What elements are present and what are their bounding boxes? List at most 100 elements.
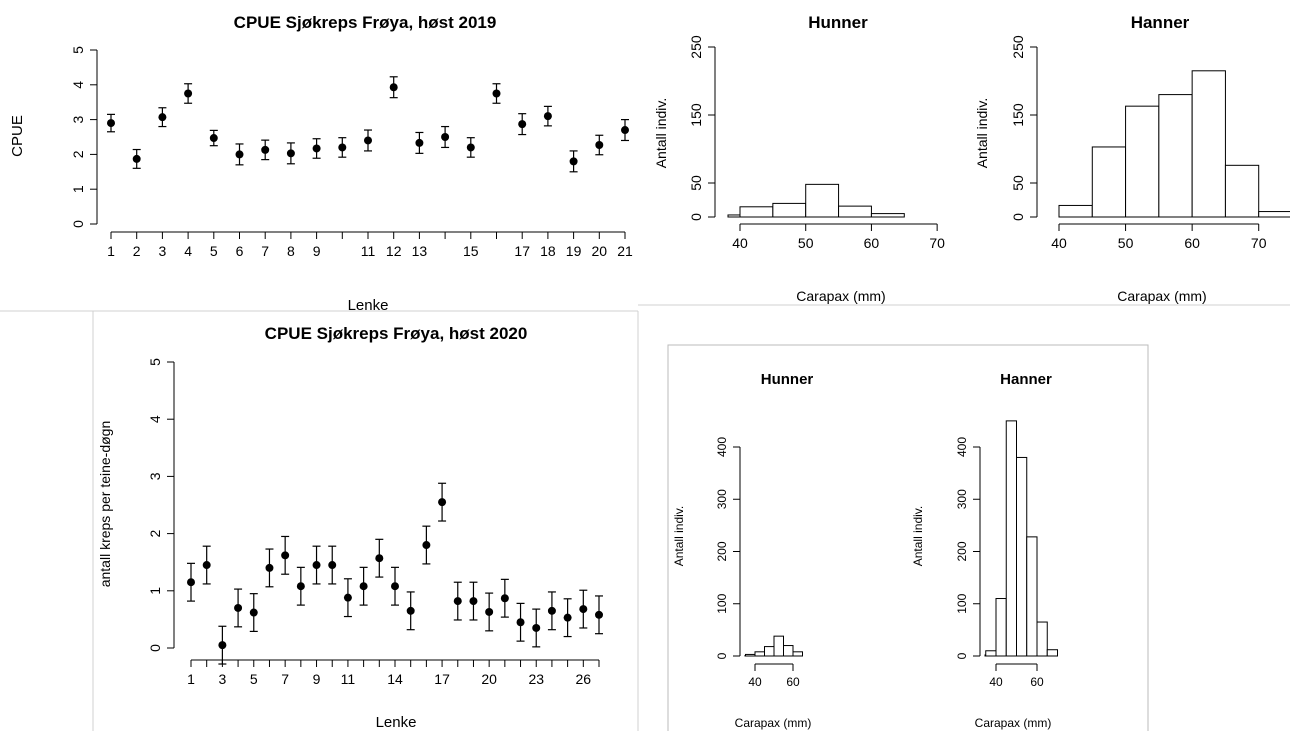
y-tick-label: 100 [955, 593, 969, 613]
histogram-bar [870, 213, 905, 218]
cpue-2020-chart: CPUE Sjøkreps Frøya, høst 2020 antall kr… [97, 324, 603, 731]
x-tick-label: 15 [463, 243, 479, 259]
y-tick-label: 2 [70, 150, 86, 158]
data-point [343, 593, 352, 602]
x-tick-label: 7 [261, 243, 269, 259]
hanner-2020-ylabel: Antall indiv. [911, 506, 925, 566]
x-tick-label: 9 [313, 671, 321, 687]
data-point [296, 582, 305, 591]
histogram-bar [1158, 94, 1193, 218]
histogram-bar [1125, 105, 1160, 218]
histogram-bar [783, 645, 794, 657]
histogram-bar [764, 646, 775, 657]
histogram-bar [1224, 164, 1260, 218]
histogram-bar [772, 202, 807, 218]
x-tick-label: 40 [732, 235, 748, 251]
data-point [235, 150, 244, 159]
data-point [132, 154, 141, 163]
data-point [532, 623, 541, 632]
data-point [391, 582, 399, 591]
x-tick-label: 70 [929, 235, 945, 251]
x-tick-label: 6 [236, 243, 244, 259]
data-point [281, 551, 290, 560]
data-point [202, 561, 211, 570]
hunner-2019-title: Hunner [808, 13, 868, 32]
hanner-2020-title: Hanner [1000, 371, 1052, 388]
y-tick-label: 200 [955, 541, 969, 561]
data-point [453, 597, 462, 606]
data-point [286, 149, 295, 158]
y-tick-label: 2 [147, 529, 163, 537]
x-tick-label: 7 [281, 671, 289, 687]
hunner-2020-xlabel: Carapax (mm) [735, 716, 812, 730]
y-tick-label: 200 [715, 541, 729, 561]
data-point [569, 157, 578, 166]
hunner-2019-xlabel: Carapax (mm) [796, 288, 885, 304]
y-tick-label: 150 [688, 103, 704, 127]
histogram-bar [745, 653, 756, 657]
y-tick-label: 250 [688, 35, 704, 59]
x-tick-label: 60 [864, 235, 880, 251]
hunner-2020-ylabel: Antall indiv. [672, 506, 686, 566]
data-point [441, 133, 450, 141]
x-tick-label: 5 [210, 243, 218, 259]
y-tick-label: 50 [688, 175, 704, 191]
y-tick-label: 3 [70, 115, 86, 123]
data-point [516, 618, 525, 627]
x-tick-label: 60 [1184, 235, 1200, 251]
hanner-2019-ylabel: Antall indiv. [974, 98, 990, 169]
x-tick-label: 20 [592, 243, 608, 259]
x-tick-label: 12 [386, 243, 402, 259]
hanner-2020-xlabel: Carapax (mm) [975, 716, 1052, 730]
y-tick-label: 5 [70, 46, 86, 54]
x-tick-label: 1 [187, 671, 195, 687]
histogram-bar [1046, 649, 1058, 657]
histogram-bar [1016, 456, 1028, 657]
data-point [187, 578, 195, 587]
data-point [375, 554, 384, 563]
data-point [261, 145, 270, 154]
x-tick-label: 26 [576, 671, 592, 687]
histogram-bar [1005, 420, 1017, 657]
histogram-bar [754, 651, 765, 657]
x-tick-label: 70 [1251, 235, 1267, 251]
x-tick-label: 17 [514, 243, 530, 259]
cpue-2019-title: CPUE Sjøkreps Frøya, høst 2019 [234, 13, 497, 32]
x-tick-label: 4 [184, 243, 192, 259]
data-point [209, 134, 218, 143]
histogram-bar [1058, 204, 1093, 218]
x-tick-label: 21 [617, 243, 633, 259]
histogram-bar [985, 650, 997, 657]
y-tick-label: 3 [147, 472, 163, 480]
x-tick-label: 3 [218, 671, 226, 687]
data-point [218, 641, 227, 650]
hunner-2019-histogram: Hunner Antall indiv. Carapax (mm) 0 50 150… [653, 13, 945, 304]
histogram-bar [727, 214, 741, 218]
x-tick-label: 18 [540, 243, 556, 259]
x-tick-label: 2 [133, 243, 141, 259]
data-point [595, 141, 604, 150]
data-point [312, 144, 321, 153]
x-tick-label: 5 [250, 671, 258, 687]
y-tick-label: 150 [1010, 103, 1026, 127]
y-tick-label: 400 [955, 437, 969, 457]
data-point [485, 607, 494, 616]
y-tick-label: 5 [147, 358, 163, 366]
x-tick-label: 60 [786, 675, 800, 689]
hunner-2020-histogram: Hunner Antall indiv. Carapax (mm) 0 100 20… [672, 371, 813, 730]
data-point [359, 582, 368, 591]
y-tick-label: 50 [1010, 175, 1026, 191]
data-point [249, 608, 258, 617]
x-tick-label: 11 [361, 243, 376, 259]
y-tick-label: 300 [955, 489, 969, 509]
data-point [621, 126, 629, 135]
histogram-bar [792, 651, 803, 657]
histogram-bar [1091, 146, 1127, 218]
hanner-2019-title: Hanner [1131, 13, 1190, 32]
x-tick-label: 60 [1030, 675, 1044, 689]
y-tick-label: 4 [147, 415, 163, 423]
x-tick-label: 20 [481, 671, 497, 687]
x-tick-label: 9 [313, 243, 321, 259]
data-point [328, 561, 337, 570]
